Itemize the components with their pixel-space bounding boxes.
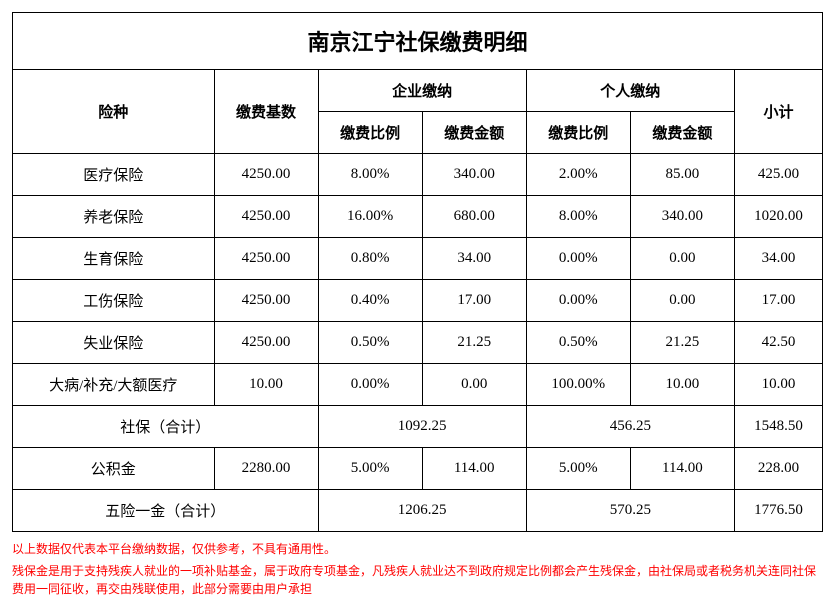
row-personal-amount: 340.00: [630, 196, 734, 238]
row-personal-ratio: 0.50%: [526, 322, 630, 364]
shebao-total-subtotal: 1548.50: [734, 406, 822, 448]
row-personal-amount: 85.00: [630, 154, 734, 196]
row-name: 养老保险: [13, 196, 215, 238]
gongjijin-c-ratio: 5.00%: [318, 448, 422, 490]
row-base: 4250.00: [214, 154, 318, 196]
header-company-amount: 缴费金额: [422, 112, 526, 154]
row-name: 大病/补充/大额医疗: [13, 364, 215, 406]
row-name: 工伤保险: [13, 280, 215, 322]
row-company-amount: 0.00: [422, 364, 526, 406]
row-base: 4250.00: [214, 322, 318, 364]
row-personal-amount: 21.25: [630, 322, 734, 364]
shebao-total-company: 1092.25: [318, 406, 526, 448]
row-company-ratio: 0.00%: [318, 364, 422, 406]
gongjijin-row: 公积金 2280.00 5.00% 114.00 5.00% 114.00 22…: [13, 448, 823, 490]
row-base: 10.00: [214, 364, 318, 406]
grand-total-label: 五险一金（合计）: [13, 490, 319, 532]
row-name: 失业保险: [13, 322, 215, 364]
grand-total-subtotal: 1776.50: [734, 490, 822, 532]
row-company-ratio: 0.40%: [318, 280, 422, 322]
shebao-total-personal: 456.25: [526, 406, 734, 448]
header-company-ratio: 缴费比例: [318, 112, 422, 154]
row-personal-amount: 0.00: [630, 280, 734, 322]
row-name: 医疗保险: [13, 154, 215, 196]
disclaimer-note-2: 残保金是用于支持残疾人就业的一项补贴基金，属于政府专项基金，凡残疾人就业达不到政…: [12, 562, 823, 598]
gongjijin-base: 2280.00: [214, 448, 318, 490]
row-company-amount: 680.00: [422, 196, 526, 238]
table-row: 养老保险4250.0016.00%680.008.00%340.001020.0…: [13, 196, 823, 238]
row-subtotal: 425.00: [734, 154, 822, 196]
row-base: 4250.00: [214, 196, 318, 238]
header-insurance-type: 险种: [13, 70, 215, 154]
table-row: 失业保险4250.000.50%21.250.50%21.2542.50: [13, 322, 823, 364]
row-personal-amount: 10.00: [630, 364, 734, 406]
table-row: 工伤保险4250.000.40%17.000.00%0.0017.00: [13, 280, 823, 322]
table-row: 大病/补充/大额医疗10.000.00%0.00100.00%10.0010.0…: [13, 364, 823, 406]
header-personal: 个人缴纳: [526, 70, 734, 112]
row-base: 4250.00: [214, 238, 318, 280]
header-company: 企业缴纳: [318, 70, 526, 112]
header-personal-amount: 缴费金额: [630, 112, 734, 154]
table-title: 南京江宁社保缴费明细: [13, 13, 823, 70]
gongjijin-p-ratio: 5.00%: [526, 448, 630, 490]
row-company-ratio: 0.80%: [318, 238, 422, 280]
header-subtotal: 小计: [734, 70, 822, 154]
row-personal-ratio: 0.00%: [526, 280, 630, 322]
shebao-total-row: 社保（合计） 1092.25 456.25 1548.50: [13, 406, 823, 448]
row-company-ratio: 0.50%: [318, 322, 422, 364]
row-subtotal: 1020.00: [734, 196, 822, 238]
grand-total-company: 1206.25: [318, 490, 526, 532]
row-personal-ratio: 100.00%: [526, 364, 630, 406]
row-subtotal: 10.00: [734, 364, 822, 406]
row-company-amount: 17.00: [422, 280, 526, 322]
row-company-amount: 21.25: [422, 322, 526, 364]
row-personal-ratio: 8.00%: [526, 196, 630, 238]
header-base: 缴费基数: [214, 70, 318, 154]
row-company-ratio: 16.00%: [318, 196, 422, 238]
row-company-amount: 340.00: [422, 154, 526, 196]
gongjijin-subtotal: 228.00: [734, 448, 822, 490]
header-personal-ratio: 缴费比例: [526, 112, 630, 154]
row-name: 生育保险: [13, 238, 215, 280]
shebao-total-label: 社保（合计）: [13, 406, 319, 448]
gongjijin-p-amount: 114.00: [630, 448, 734, 490]
table-row: 医疗保险4250.008.00%340.002.00%85.00425.00: [13, 154, 823, 196]
gongjijin-c-amount: 114.00: [422, 448, 526, 490]
disclaimer-note-1: 以上数据仅代表本平台缴纳数据，仅供参考，不具有通用性。: [12, 540, 823, 558]
row-subtotal: 17.00: [734, 280, 822, 322]
row-base: 4250.00: [214, 280, 318, 322]
row-personal-ratio: 0.00%: [526, 238, 630, 280]
row-subtotal: 42.50: [734, 322, 822, 364]
row-personal-ratio: 2.00%: [526, 154, 630, 196]
row-company-amount: 34.00: [422, 238, 526, 280]
row-subtotal: 34.00: [734, 238, 822, 280]
row-company-ratio: 8.00%: [318, 154, 422, 196]
table-row: 生育保险4250.000.80%34.000.00%0.0034.00: [13, 238, 823, 280]
grand-total-personal: 570.25: [526, 490, 734, 532]
row-personal-amount: 0.00: [630, 238, 734, 280]
gongjijin-label: 公积金: [13, 448, 215, 490]
grand-total-row: 五险一金（合计） 1206.25 570.25 1776.50: [13, 490, 823, 532]
social-insurance-table: 南京江宁社保缴费明细 险种 缴费基数 企业缴纳 个人缴纳 小计 缴费比例 缴费金…: [12, 12, 823, 532]
